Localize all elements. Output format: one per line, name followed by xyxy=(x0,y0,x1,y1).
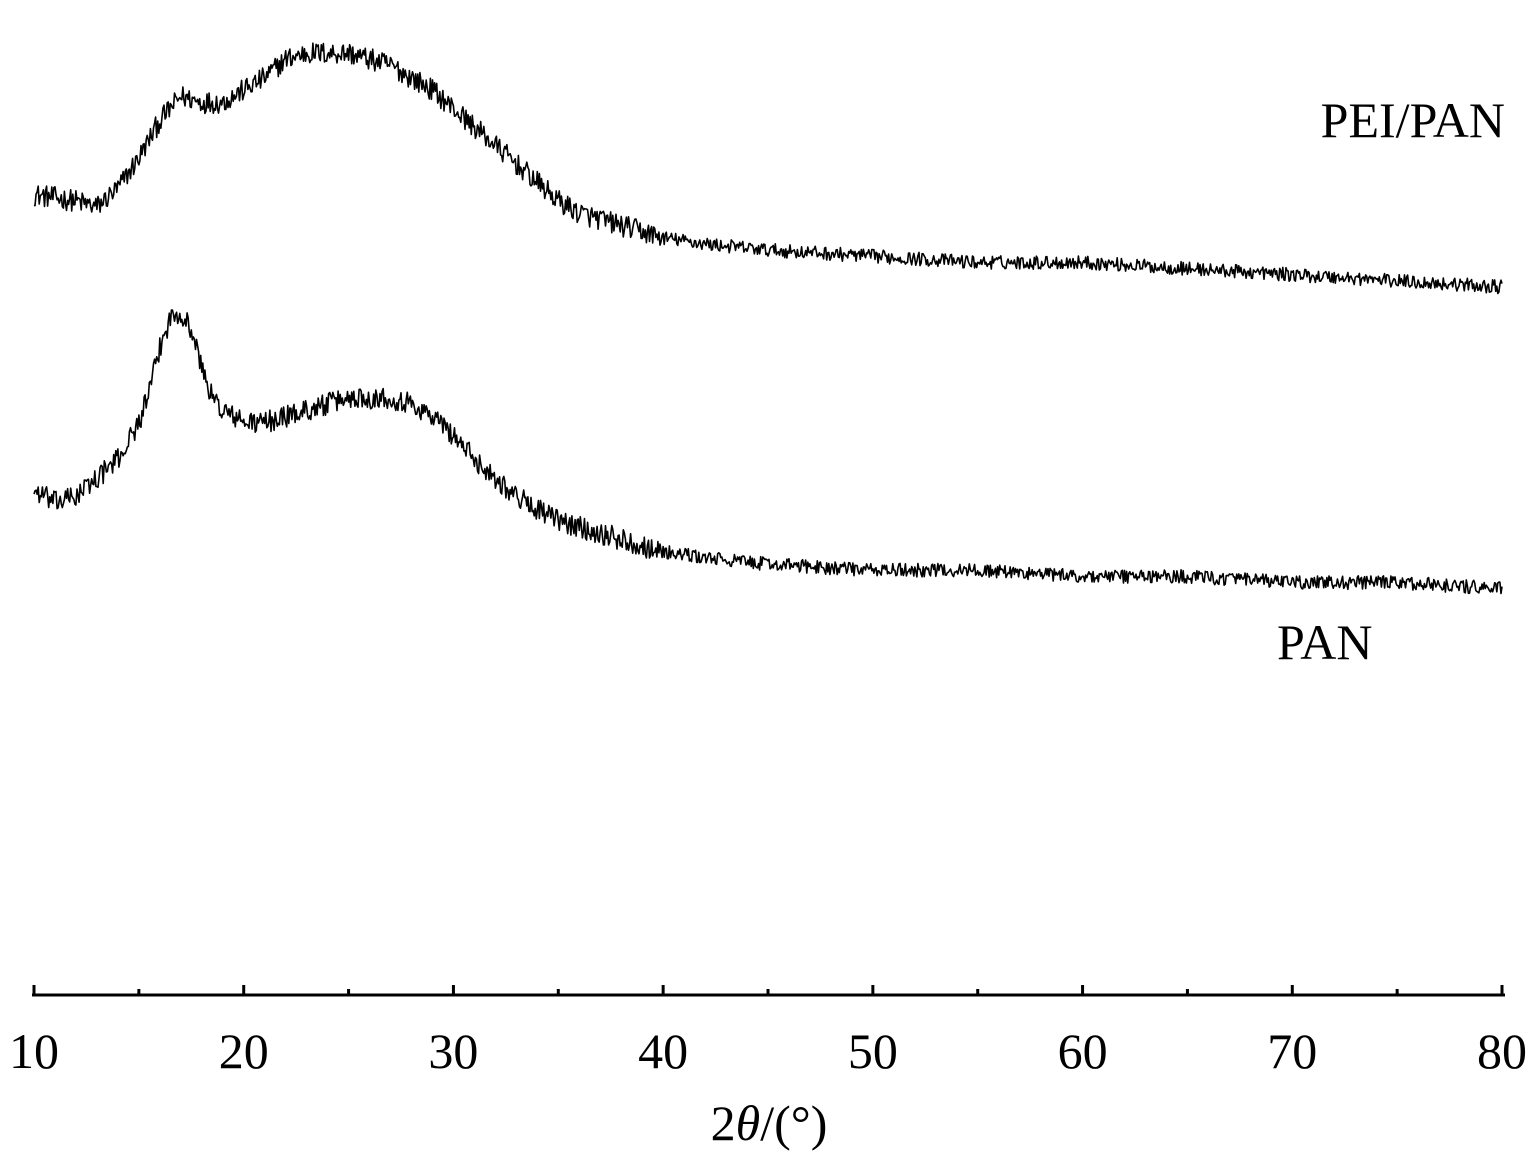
x-axis-label-theta: θ xyxy=(736,1095,761,1151)
x-axis-label-prefix: 2 xyxy=(711,1095,736,1151)
x-tick-label: 60 xyxy=(1058,1023,1108,1079)
series-line-pan xyxy=(33,309,1503,595)
x-tick-label: 30 xyxy=(428,1023,478,1079)
x-ticks xyxy=(32,985,1504,995)
plot-area: PEI/PAN PAN xyxy=(33,42,1505,670)
x-tick-label: 80 xyxy=(1477,1023,1527,1079)
series-label-pei-pan: PEI/PAN xyxy=(1321,92,1505,148)
series-line-pei-pan xyxy=(33,42,1503,295)
x-tick-labels: 10 20 30 40 50 60 70 80 xyxy=(9,1023,1527,1079)
series-label-pan: PAN xyxy=(1277,614,1372,670)
x-axis: 10 20 30 40 50 60 70 80 2θ/(°) xyxy=(9,985,1527,1151)
x-tick-label: 10 xyxy=(9,1023,59,1079)
x-tick-label: 70 xyxy=(1267,1023,1317,1079)
x-tick-label: 50 xyxy=(848,1023,898,1079)
x-axis-label: 2θ/(°) xyxy=(711,1095,828,1151)
x-tick-label: 40 xyxy=(638,1023,688,1079)
x-axis-label-unit: /(°) xyxy=(760,1095,827,1151)
x-tick-label: 20 xyxy=(219,1023,269,1079)
